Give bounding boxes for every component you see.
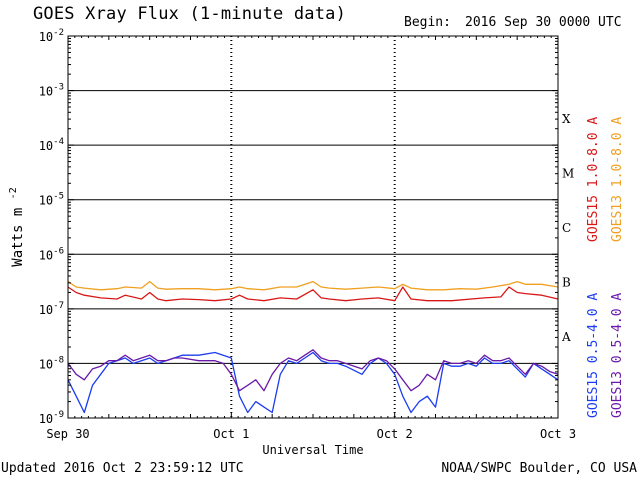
flare-class-label: B — [562, 276, 571, 290]
chart-title: GOES Xray Flux (1-minute data) — [33, 4, 347, 24]
series-layer — [67, 280, 559, 414]
legend-long-channel: GOES13 1.0-8.0 A — [610, 117, 625, 242]
y-tick-label: 10-6 — [39, 246, 64, 262]
y-tick-label: 10-9 — [39, 410, 64, 426]
begin-value: 2016 Sep 30 0000 UTC — [465, 15, 622, 30]
legend-short-channel: GOES15 0.5-4.0 A — [586, 293, 601, 418]
legend-short-channel: GOES13 0.5-4.0 A — [610, 293, 625, 418]
y-tick-label: 10-3 — [39, 83, 64, 99]
y-axis-label: Watts m -2 — [8, 187, 26, 266]
series-line-goes13-1-0-8-0-a — [67, 280, 559, 291]
x-tick-label: Oct 2 — [377, 427, 413, 441]
axis-layer: 10-9 10-8 10-7 10-6 10-5 10-4 10-3 10-2 Sep 30 Oc… — [8, 28, 576, 457]
y-tick-label: 10-4 — [39, 137, 64, 153]
legend-long-channel: GOES15 1.0-8.0 A — [586, 117, 601, 242]
grid-layer — [68, 36, 558, 418]
flare-class-label: X — [562, 112, 571, 126]
series-line-goes15-0-5-4-0-a — [67, 351, 559, 414]
begin-label: Begin: — [404, 15, 451, 30]
footer-source: NOAA/SWPC Boulder, CO USA — [441, 461, 637, 476]
x-tick-label: Sep 30 — [46, 427, 89, 441]
y-tick-label: 10-2 — [39, 28, 64, 44]
flare-class-label: M — [562, 166, 574, 180]
flare-class-label: C — [562, 221, 571, 235]
x-axis-label: Universal Time — [262, 443, 363, 457]
legend-layer: GOES15 1.0-8.0 A GOES13 1.0-8.0 A GOES15 0… — [586, 117, 625, 418]
y-tick-label: 10-5 — [39, 192, 64, 208]
series-line-goes13-0-5-4-0-a — [67, 349, 559, 392]
series-line-goes15-1-0-8-0-a — [67, 286, 559, 302]
x-tick-label: Oct 3 — [540, 427, 576, 441]
y-tick-label: 10-8 — [39, 355, 64, 371]
footer-updated: Updated 2016 Oct 2 23:59:12 UTC — [1, 461, 244, 476]
y-tick-label: 10-7 — [39, 301, 64, 317]
x-tick-label: Oct 1 — [213, 427, 249, 441]
flare-class-label: A — [561, 330, 571, 344]
